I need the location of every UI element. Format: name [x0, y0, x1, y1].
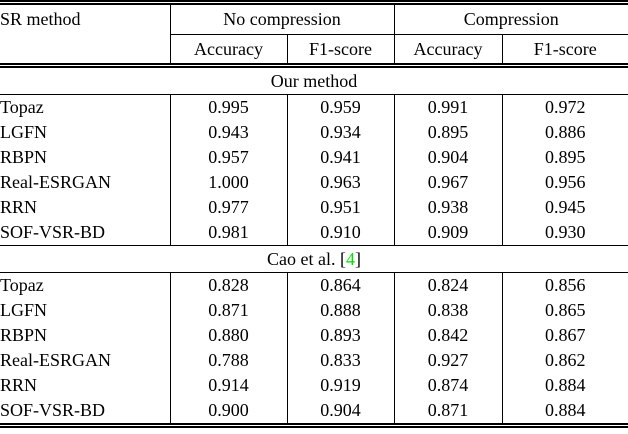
- value-cell: 0.991: [393, 94, 503, 120]
- method-cell: Topaz: [0, 275, 44, 295]
- value-cell: 0.951: [286, 195, 395, 220]
- value-cell: 0.842: [393, 323, 503, 348]
- value-cell: 0.909: [393, 220, 503, 246]
- value-cell: 0.977: [169, 195, 287, 220]
- method-cell: Real-ESRGAN: [0, 172, 111, 192]
- table-row: RRN 0.977 0.951 0.938 0.945: [0, 195, 628, 220]
- value-cell: 0.788: [169, 348, 287, 373]
- header-f1-nc: F1-score: [286, 34, 395, 68]
- value-cell: 0.995: [169, 94, 287, 120]
- value-cell: 1.000: [169, 170, 287, 195]
- section-title-suffix: ]: [355, 248, 361, 269]
- section-title: Our method: [0, 65, 628, 95]
- value-cell: 0.888: [286, 298, 395, 323]
- method-cell: RRN: [0, 197, 38, 217]
- value-cell: 0.904: [286, 398, 395, 426]
- method-cell: Topaz: [0, 97, 44, 117]
- section-header-our-method: Our method: [0, 65, 628, 95]
- value-cell: 0.856: [501, 272, 628, 298]
- value-cell: 0.871: [393, 398, 503, 426]
- value-cell: 0.865: [501, 298, 628, 323]
- header-accuracy-c: Accuracy: [393, 34, 503, 68]
- header-group-no-compression: No compression: [169, 2, 395, 35]
- table-row: LGFN 0.871 0.888 0.838 0.865: [0, 298, 628, 323]
- value-cell: 0.824: [393, 272, 503, 298]
- table-row: Real-ESRGAN 1.000 0.963 0.967 0.956: [0, 170, 628, 195]
- header-accuracy-nc: Accuracy: [169, 34, 287, 68]
- value-cell: 0.919: [286, 373, 395, 398]
- table-row: LGFN 0.943 0.934 0.895 0.886: [0, 120, 628, 145]
- table-row: SOF-VSR-BD 0.981 0.910 0.909 0.930: [0, 220, 628, 246]
- value-cell: 0.838: [393, 298, 503, 323]
- section-title-prefix: Cao et al. [: [267, 248, 346, 269]
- section-title: Cao et al. [4]: [0, 245, 628, 273]
- value-cell: 0.943: [169, 120, 287, 145]
- value-cell: 0.956: [501, 170, 628, 195]
- value-cell: 0.871: [169, 298, 287, 323]
- table-row: Topaz 0.828 0.864 0.824 0.856: [0, 272, 628, 298]
- method-cell: SOF-VSR-BD: [0, 400, 106, 420]
- table-row: RRN 0.914 0.919 0.874 0.884: [0, 373, 628, 398]
- method-cell: LGFN: [0, 300, 48, 320]
- header-group-row: SR method No compression Compression: [0, 2, 628, 68]
- value-cell: 0.895: [393, 120, 503, 145]
- value-cell: 0.884: [501, 398, 628, 426]
- method-cell: Real-ESRGAN: [0, 350, 111, 370]
- value-cell: 0.864: [286, 272, 395, 298]
- header-subcolumn-row: Accuracy F1-score Accuracy F1-score: [0, 34, 628, 68]
- table-body: Our method Topaz 0.995 0.959 0.991 0.972…: [0, 65, 628, 426]
- value-cell: 0.941: [286, 145, 395, 170]
- value-cell: 0.833: [286, 348, 395, 373]
- value-cell: 0.945: [501, 195, 628, 220]
- value-cell: 0.874: [393, 373, 503, 398]
- header-sr-method: SR method: [0, 2, 170, 68]
- table-header: SR method No compression Compression Acc…: [0, 2, 628, 68]
- value-cell: 0.934: [286, 120, 395, 145]
- table-row: RBPN 0.880 0.893 0.842 0.867: [0, 323, 628, 348]
- value-cell: 0.927: [393, 348, 503, 373]
- method-cell: LGFN: [0, 122, 48, 142]
- value-cell: 0.884: [501, 373, 628, 398]
- value-cell: 0.862: [501, 348, 628, 373]
- method-cell: SOF-VSR-BD: [0, 222, 106, 242]
- table-row: RBPN 0.957 0.941 0.904 0.895: [0, 145, 628, 170]
- value-cell: 0.895: [501, 145, 628, 170]
- method-cell: RBPN: [0, 325, 48, 345]
- value-cell: 0.972: [501, 94, 628, 120]
- value-cell: 0.900: [169, 398, 287, 426]
- value-cell: 0.930: [501, 220, 628, 246]
- value-cell: 0.886: [501, 120, 628, 145]
- value-cell: 0.893: [286, 323, 395, 348]
- section-header-cao-et-al: Cao et al. [4]: [0, 245, 628, 273]
- header-f1-c: F1-score: [501, 34, 628, 68]
- value-cell: 0.963: [286, 170, 395, 195]
- value-cell: 0.880: [169, 323, 287, 348]
- method-cell: RBPN: [0, 147, 48, 167]
- table-row: Topaz 0.995 0.959 0.991 0.972: [0, 94, 628, 120]
- value-cell: 0.957: [169, 145, 287, 170]
- value-cell: 0.938: [393, 195, 503, 220]
- method-cell: RRN: [0, 375, 38, 395]
- value-cell: 0.981: [169, 220, 287, 246]
- value-cell: 0.959: [286, 94, 395, 120]
- value-cell: 0.904: [393, 145, 503, 170]
- value-cell: 0.910: [286, 220, 395, 246]
- value-cell: 0.828: [169, 272, 287, 298]
- table-row: SOF-VSR-BD 0.900 0.904 0.871 0.884: [0, 398, 628, 426]
- citation-link[interactable]: 4: [346, 248, 355, 269]
- header-group-compression: Compression: [393, 2, 628, 35]
- table-row: Real-ESRGAN 0.788 0.833 0.927 0.862: [0, 348, 628, 373]
- value-cell: 0.867: [501, 323, 628, 348]
- value-cell: 0.967: [393, 170, 503, 195]
- value-cell: 0.914: [169, 373, 287, 398]
